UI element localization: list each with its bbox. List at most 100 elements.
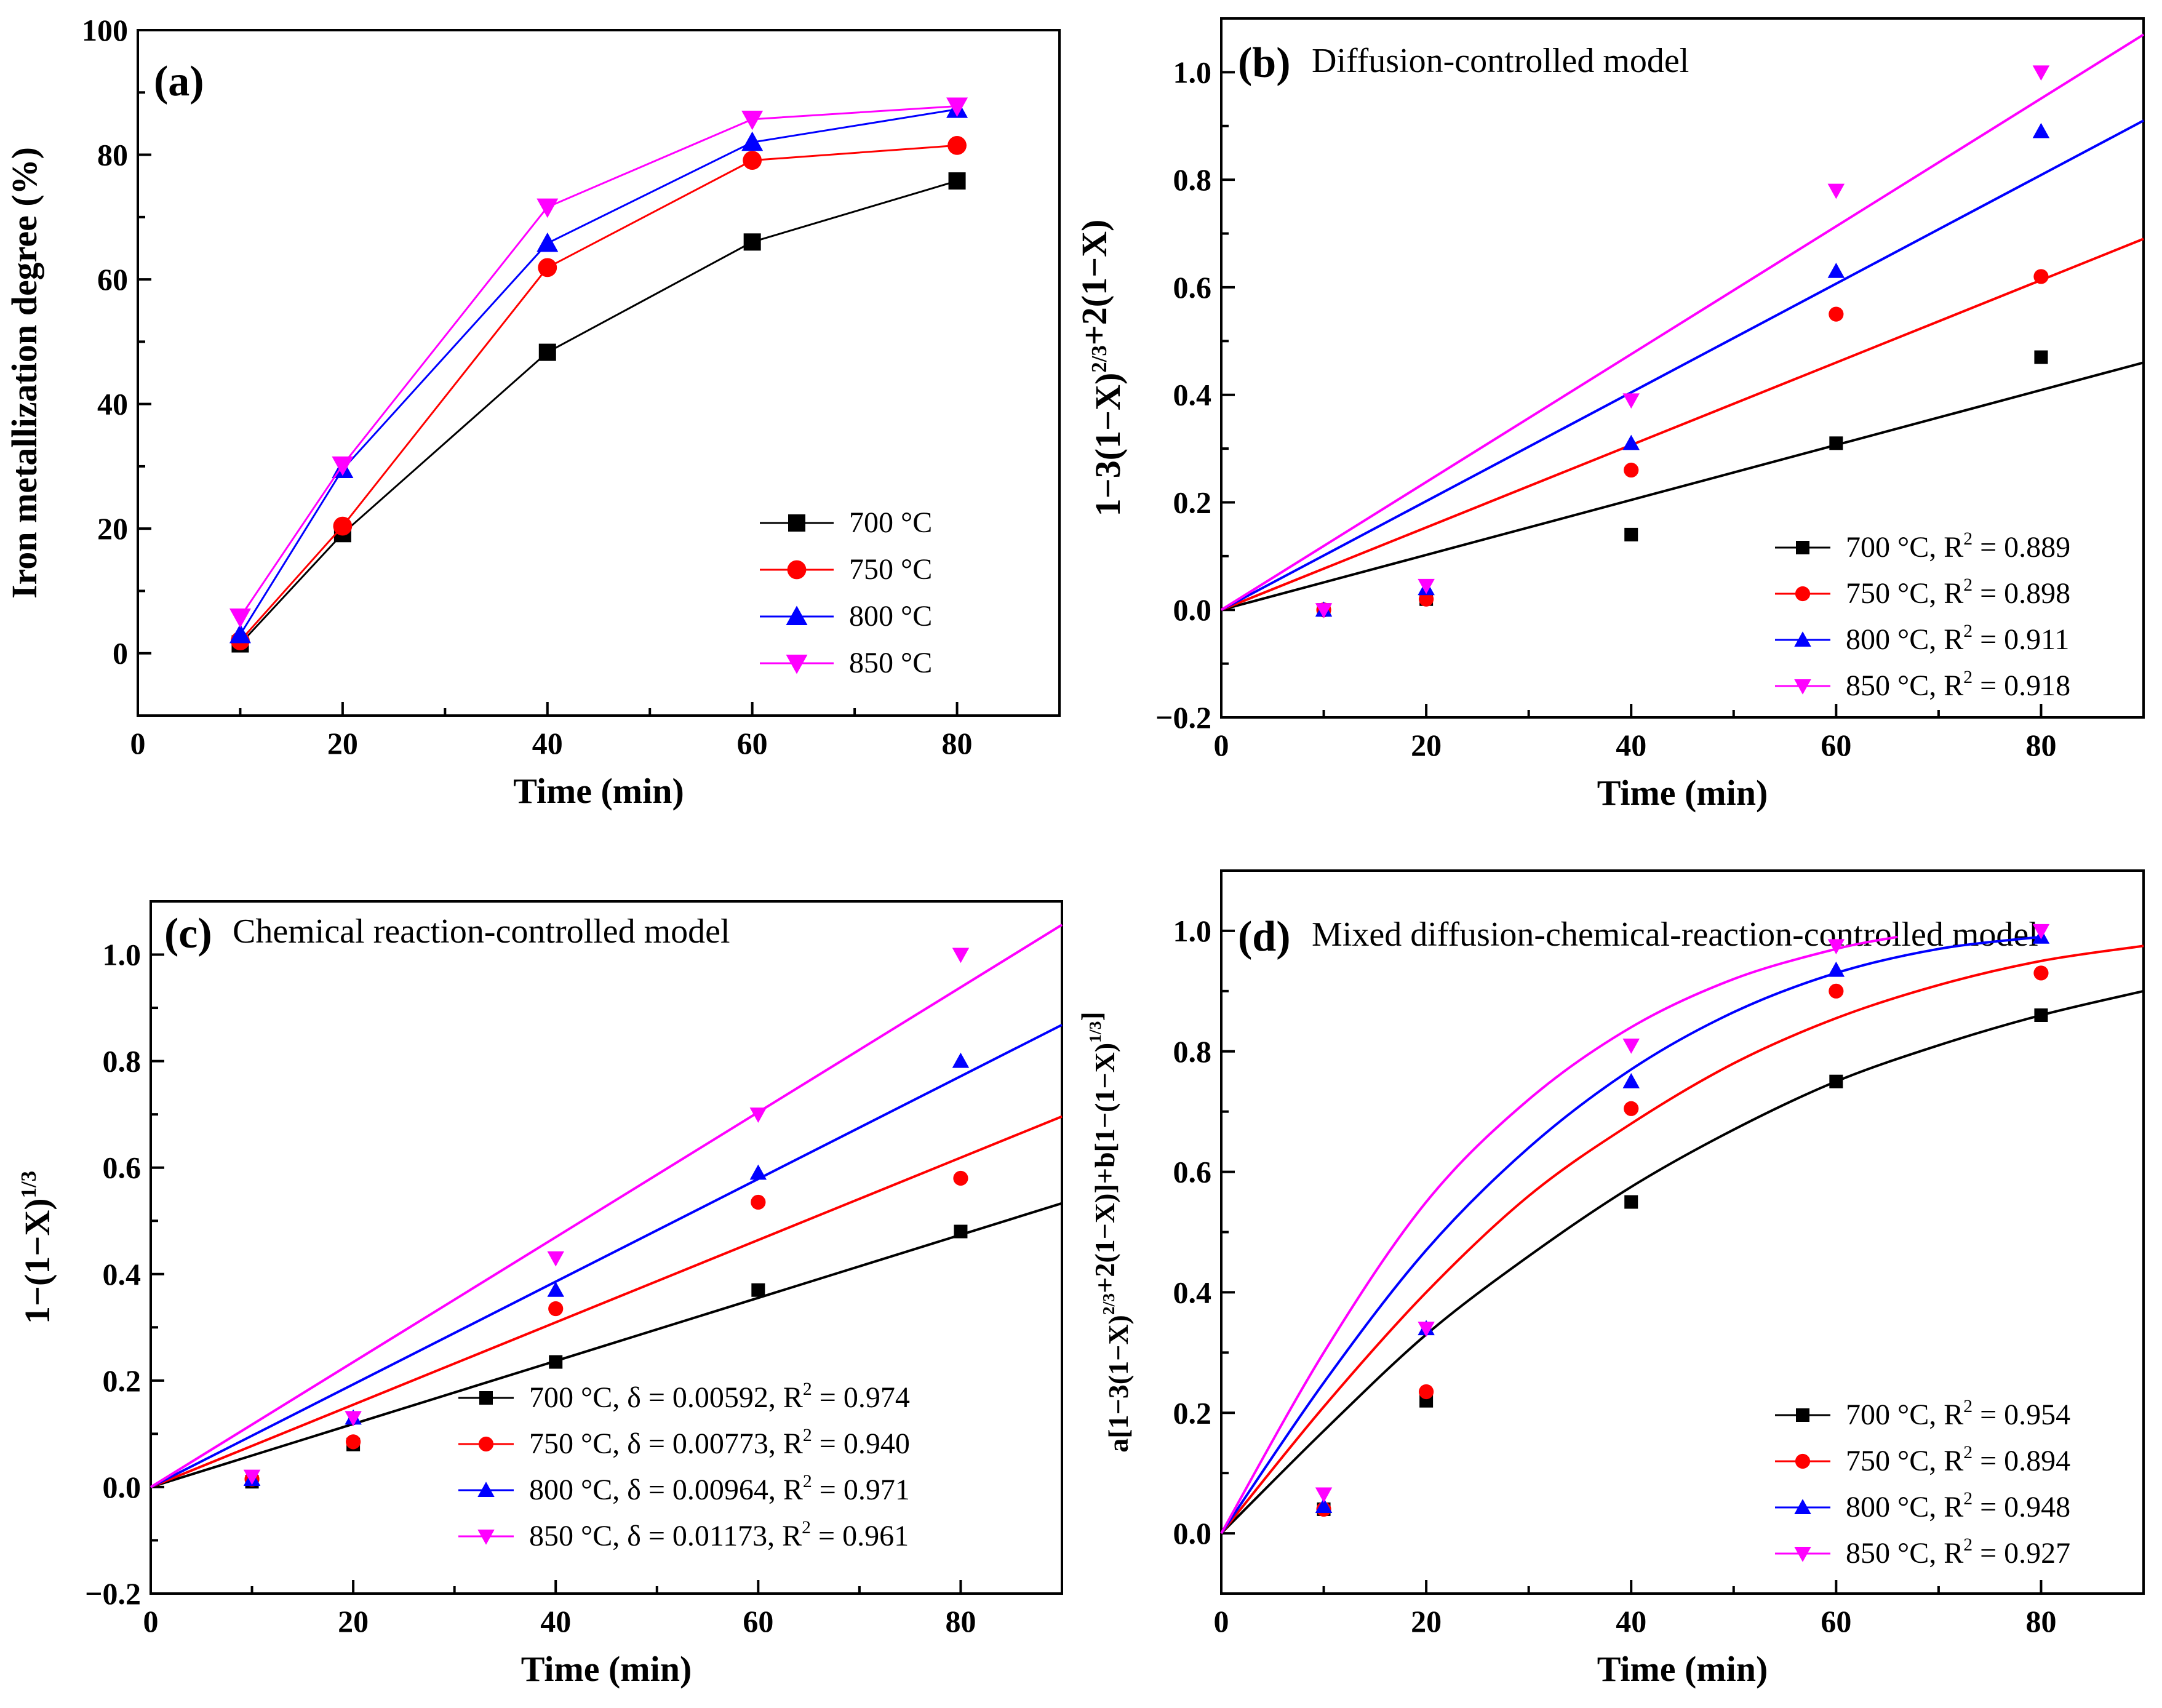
data-point <box>537 232 559 252</box>
data-point <box>1622 1038 1640 1054</box>
plot-frame <box>1220 869 2145 1595</box>
panel-2: 0 20 40 60 80 −0.2 0.0 0.2 0.4 0.6 0.8 1.0 Time (min… <box>1074 17 2145 813</box>
legend-marker <box>787 560 807 580</box>
legend-label-value: = 0.940 <box>812 1427 910 1460</box>
legend-label-text: 800 °C, R <box>1846 623 1963 656</box>
panel-tag: (b) <box>1238 39 1291 87</box>
x-tick-label: 60 <box>1821 728 1851 762</box>
fit-curve <box>1220 935 2041 1534</box>
y-axis-label-part: ] <box>1075 1012 1107 1021</box>
y-axis-label-part: 2/3 <box>1099 1293 1118 1315</box>
data-point <box>538 343 556 361</box>
legend-label-text: 800 °C, δ = 0.00964, R <box>529 1474 803 1506</box>
panel-title: Mixed diffusion-chemical-reaction-contro… <box>1312 916 2038 954</box>
y-tick-label: 0.0 <box>103 1470 142 1504</box>
data-point <box>2033 965 2049 981</box>
legend-marker <box>788 514 805 532</box>
data-point <box>537 198 559 218</box>
legend-label: 700 °C, R2 = 0.889 <box>1846 529 2070 564</box>
legend-marker <box>1795 586 1811 602</box>
legend-label-sup: 2 <box>1963 1442 1973 1463</box>
legend-label: 750 °C <box>849 553 932 586</box>
y-tick-label: 0.8 <box>103 1044 142 1079</box>
legend-label: 850 °C, δ = 0.01173, R2 = 0.961 <box>529 1517 909 1552</box>
legend-label-text: 700 °C, δ = 0.00592, R <box>529 1381 803 1414</box>
data-point <box>345 1411 362 1427</box>
legend-marker <box>479 1391 493 1405</box>
data-point <box>1315 1498 1333 1514</box>
legend-marker <box>1796 1408 1809 1422</box>
data-point <box>953 1170 968 1186</box>
legend-label-text: 750 °C, R <box>1846 577 1963 610</box>
y-tick-label: 1.0 <box>1173 55 1212 89</box>
legend-label-sup: 2 <box>1963 529 1973 549</box>
data-point <box>1315 1487 1333 1503</box>
legend-label-value: = 0.961 <box>811 1520 909 1552</box>
legend-label-sup: 2 <box>1963 575 1973 595</box>
data-point <box>1827 183 1845 199</box>
y-axis-label-part: 1−3(1−X) <box>1088 373 1128 517</box>
legend-label-text: 700 °C, R <box>1846 1399 1963 1431</box>
data-point <box>1624 527 1638 541</box>
legend-label-sup: 2 <box>1963 621 1973 641</box>
x-tick-label: 40 <box>1616 1604 1646 1638</box>
y-tick-label: 0.0 <box>1173 1516 1212 1550</box>
x-tick-label: 80 <box>942 726 973 760</box>
legend-label-text: 850 °C, R <box>1846 669 1963 702</box>
series-4 <box>1220 33 2145 618</box>
legend-label: 750 °C, R2 = 0.898 <box>1846 575 2070 610</box>
x-tick-label: 20 <box>1411 728 1442 762</box>
legend-label-text: 850 °C, δ = 0.01173, R <box>529 1520 802 1552</box>
legend-label: 750 °C, R2 = 0.894 <box>1846 1442 2070 1477</box>
data-point <box>1419 1384 1434 1400</box>
fit-line <box>1221 361 2144 612</box>
data-point <box>1624 1195 1638 1209</box>
panel-4: 0 20 40 60 80 0.0 0.2 0.4 0.6 0.8 1.0 Time (min) a[1… <box>1075 869 2145 1689</box>
series-3 <box>150 1023 1063 1488</box>
data-point <box>547 1251 564 1267</box>
legend-label: 850 °C, R2 = 0.918 <box>1846 667 2070 702</box>
data-point <box>2034 1008 2048 1022</box>
data-point <box>749 1164 767 1180</box>
legend-label-value: = 0.889 <box>1973 531 2070 564</box>
legend-marker <box>1796 541 1809 554</box>
data-point <box>741 110 764 130</box>
plot-frame <box>137 29 1061 717</box>
plot-frame <box>150 900 1063 1595</box>
legend: 700 °C, R2 = 0.889 750 °C, R2 = 0.898 800 … <box>1775 529 2070 702</box>
fit-line <box>1221 119 2144 611</box>
legend-label: 700 °C, δ = 0.00592, R2 = 0.974 <box>529 1379 910 1414</box>
legend-label-sup: 2 <box>803 1471 812 1491</box>
y-tick-label: 0.2 <box>103 1363 142 1398</box>
y-axis-label: a[1−3(1−X)2/3+2(1−X)]+b[1−(1−X)1/3] <box>1075 1012 1134 1452</box>
data-point <box>946 97 968 118</box>
data-point <box>1829 983 1844 999</box>
series-4 <box>150 924 1063 1488</box>
legend-label-value: = 0.948 <box>1973 1491 2070 1523</box>
legend-label-value: = 0.918 <box>1973 669 2070 702</box>
panel-title: Chemical reaction-controlled model <box>233 912 730 951</box>
legend-label: 850 °C <box>849 647 932 679</box>
x-tick-label: 80 <box>2025 1604 2056 1638</box>
fit-curve <box>1220 944 2144 1534</box>
x-tick-label: 60 <box>743 1604 773 1638</box>
x-tick-label: 20 <box>1411 1604 1442 1638</box>
x-tick-label: 0 <box>130 726 146 760</box>
series-4 <box>229 97 968 628</box>
fit-line <box>150 924 1063 1488</box>
data-point <box>952 1052 970 1068</box>
y-axis-label-part: 1/3 <box>17 1171 41 1198</box>
data-point <box>1622 1072 1640 1088</box>
fit-line <box>150 1023 1063 1488</box>
panel-tag: (d) <box>1238 913 1291 960</box>
legend-marker <box>477 1530 495 1545</box>
data-point <box>2032 65 2050 81</box>
panel-3: 0 20 40 60 80 −0.2 0.0 0.2 0.4 0.6 0.8 1.0 Time (min… <box>17 900 1063 1689</box>
data-point <box>1624 462 1639 478</box>
data-point <box>743 151 762 170</box>
data-point <box>751 1194 766 1210</box>
y-tick-label: 1.0 <box>1173 914 1212 948</box>
x-axis-label: Time (min) <box>1597 773 1768 813</box>
